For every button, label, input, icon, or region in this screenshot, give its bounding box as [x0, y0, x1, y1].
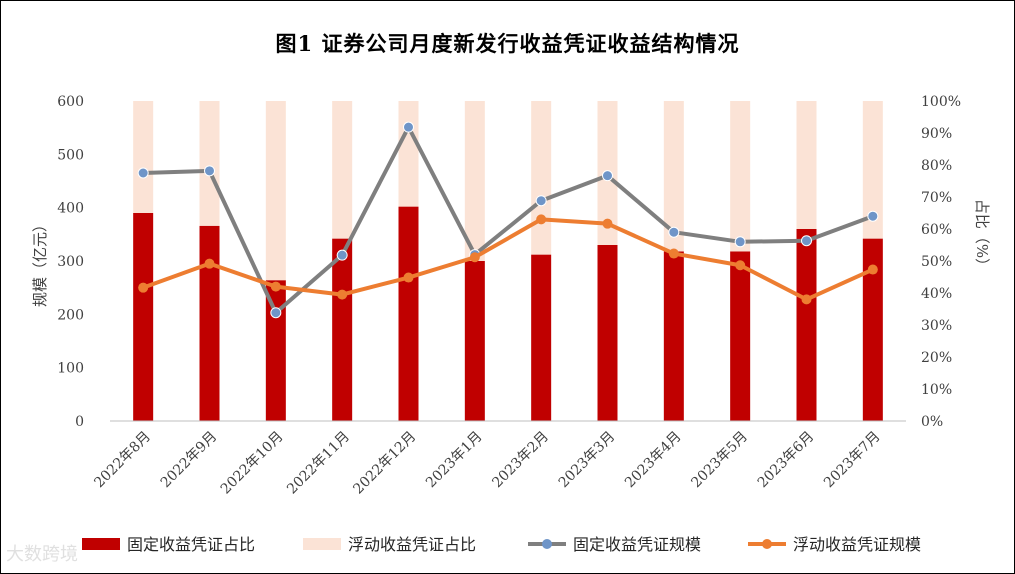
legend-marker [762, 539, 772, 549]
y-right-tick-label: 0% [921, 414, 943, 430]
x-tick-label: 2023年6月 [755, 429, 818, 492]
line-fixed-scale [143, 125, 874, 315]
bar-floating-share [531, 101, 552, 255]
point-floating-scale [668, 248, 679, 259]
point-floating-scale [735, 260, 746, 271]
point-floating-scale [469, 252, 480, 263]
y-left-tick-label: 400 [57, 201, 84, 217]
x-tick-label: 2022年11月 [284, 429, 353, 498]
y-right-tick-label: 80% [921, 158, 952, 174]
bar-fixed-share [332, 238, 353, 421]
y-left-tick-label: 200 [57, 307, 84, 323]
bar-fixed-share [663, 251, 684, 421]
line-floating-scale [142, 217, 874, 302]
x-tick-label: 2023年3月 [556, 429, 619, 492]
x-tick-label: 2023年7月 [821, 429, 884, 492]
bar-floating-share [199, 101, 220, 226]
point-fixed-scale [403, 121, 414, 133]
bar-fixed-share [730, 251, 751, 421]
legend-item: 浮动收益凭证规模 [748, 535, 921, 554]
bar-floating-share [133, 101, 154, 213]
y-right-tick-label: 60% [921, 222, 952, 238]
y-right-tick-label: 10% [921, 382, 952, 398]
chart-title: 图1 证券公司月度新发行收益凭证收益结构情况 [275, 31, 740, 56]
x-tick-label: 2023年1月 [423, 429, 486, 492]
y-right-tick-label: 100% [921, 94, 961, 110]
point-fixed-scale [204, 165, 215, 177]
x-tick-label: 2023年2月 [489, 429, 552, 492]
bar-floating-share [332, 101, 353, 239]
point-fixed-scale [336, 249, 348, 261]
y-left-axis-title: 规模（亿元） [31, 217, 49, 307]
point-fixed-scale [535, 195, 547, 207]
x-tick-label: 2023年4月 [622, 429, 685, 492]
x-tick-label: 2022年9月 [158, 429, 221, 492]
y-left-tick-label: 300 [57, 254, 84, 270]
point-floating-scale [138, 282, 149, 293]
legend-swatch [82, 538, 120, 550]
bar-fixed-share [133, 213, 154, 421]
bar-floating-share [663, 101, 684, 252]
x-tick-label: 2022年8月 [91, 429, 154, 492]
point-fixed-scale [137, 167, 149, 179]
point-floating-scale [536, 214, 547, 225]
bar-fixed-share [862, 238, 883, 421]
bar-fixed-share [398, 206, 419, 421]
y-right-tick-label: 70% [921, 190, 952, 206]
bar-fixed-share [531, 254, 552, 421]
point-floating-scale [337, 289, 348, 300]
point-floating-scale [602, 218, 613, 229]
legend-item: 浮动收益凭证占比 [303, 535, 476, 554]
y-right-tick-label: 40% [921, 286, 952, 302]
point-floating-scale [204, 258, 215, 269]
bar-floating-share [796, 101, 817, 229]
y-right-axis-title: 占比（%） [973, 199, 991, 273]
y-right-tick-label: 90% [921, 126, 952, 142]
legend-label: 固定收益凭证规模 [573, 535, 701, 554]
legend-swatch [303, 538, 341, 550]
y-left-tick-label: 0 [75, 414, 84, 430]
legend-item: 固定收益凭证规模 [528, 535, 701, 554]
y-left-tick-label: 500 [57, 147, 84, 163]
y-left-tick-label: 100 [57, 361, 84, 377]
point-floating-scale [801, 294, 812, 305]
bar-floating-share [398, 101, 419, 207]
watermark-text: 大数跨境 [6, 544, 78, 565]
bar-fixed-share [464, 261, 485, 421]
point-fixed-scale [734, 236, 746, 248]
point-floating-scale [403, 272, 414, 283]
point-floating-scale [867, 264, 878, 275]
bar-fixed-share [199, 225, 220, 421]
point-fixed-scale [668, 226, 680, 238]
point-fixed-scale [602, 170, 613, 182]
bar-floating-share [862, 101, 883, 239]
point-fixed-scale [801, 235, 812, 247]
bar-fixed-share [796, 229, 817, 421]
x-tick-label: 2022年12月 [350, 429, 419, 498]
y-left-tick-label: 600 [57, 94, 84, 110]
x-tick-label: 2023年5月 [688, 429, 751, 492]
bar-floating-share [464, 101, 485, 261]
x-tick-label: 2022年10月 [218, 429, 287, 498]
y-right-tick-label: 50% [921, 254, 952, 270]
point-fixed-scale [270, 307, 282, 319]
bar-fixed-share [265, 280, 286, 421]
bar-floating-share [265, 101, 286, 281]
bar-fixed-share [597, 245, 618, 421]
y-right-tick-label: 20% [921, 350, 952, 366]
bar-floating-share [730, 101, 751, 252]
y-right-tick-label: 30% [921, 318, 952, 334]
legend-item: 固定收益凭证占比 [82, 535, 255, 554]
legend-marker [542, 539, 552, 549]
legend-label: 浮动收益凭证占比 [348, 535, 476, 554]
legend-label: 浮动收益凭证规模 [793, 535, 921, 554]
point-floating-scale [270, 281, 281, 292]
point-fixed-scale [867, 210, 879, 222]
legend-label: 固定收益凭证占比 [127, 535, 255, 554]
